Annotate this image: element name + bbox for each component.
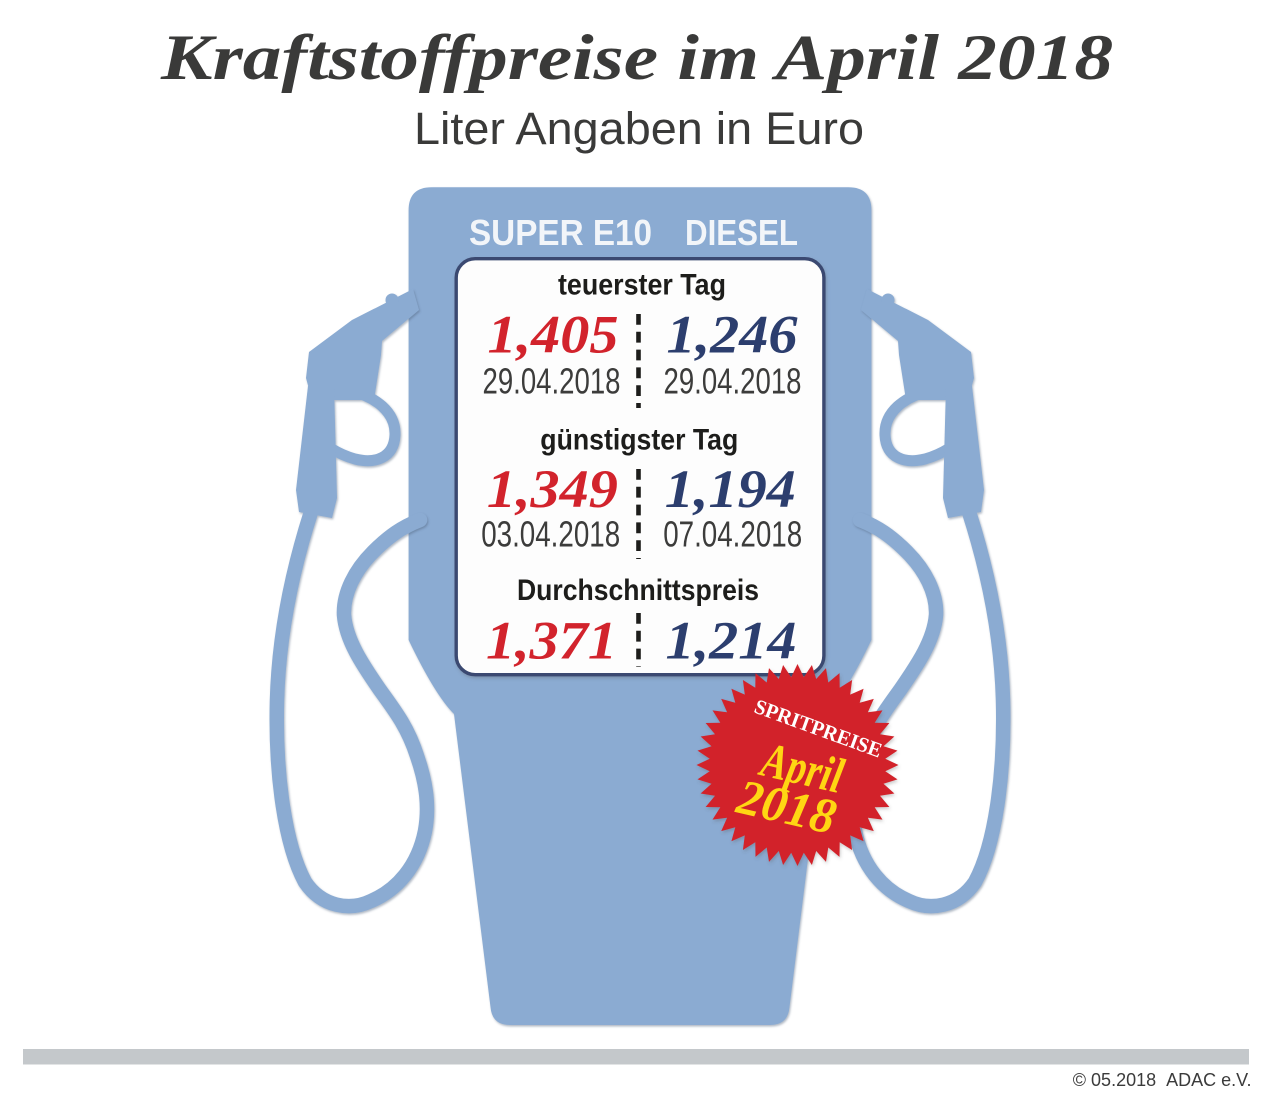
svg-text:07.04.2018: 07.04.2018 bbox=[663, 514, 802, 555]
svg-text:1,349: 1,349 bbox=[487, 458, 618, 519]
svg-text:29.04.2018: 29.04.2018 bbox=[664, 361, 802, 402]
svg-text:© 05.2018 ADAC e.V.: © 05.2018 ADAC e.V. bbox=[1073, 1070, 1252, 1090]
svg-text:Kraftstoffpreise im April 2018: Kraftstoffpreise im April 2018 bbox=[160, 22, 1113, 94]
svg-text:günstigster Tag: günstigster Tag bbox=[540, 424, 738, 457]
svg-text:Liter Angaben in Euro: Liter Angaben in Euro bbox=[414, 103, 864, 154]
svg-text:29.04.2018: 29.04.2018 bbox=[483, 361, 621, 402]
svg-text:DIESEL: DIESEL bbox=[685, 212, 798, 253]
svg-text:SUPER E10: SUPER E10 bbox=[469, 212, 652, 253]
svg-text:Durchschnittspreis: Durchschnittspreis bbox=[517, 574, 759, 607]
svg-text:1,405: 1,405 bbox=[488, 304, 619, 365]
svg-text:1,214: 1,214 bbox=[666, 610, 797, 671]
svg-text:1,194: 1,194 bbox=[665, 458, 796, 519]
svg-text:1,246: 1,246 bbox=[667, 304, 799, 365]
svg-text:03.04.2018: 03.04.2018 bbox=[481, 514, 620, 555]
svg-text:1,371: 1,371 bbox=[486, 610, 617, 671]
svg-text:teuerster Tag: teuerster Tag bbox=[558, 269, 726, 302]
